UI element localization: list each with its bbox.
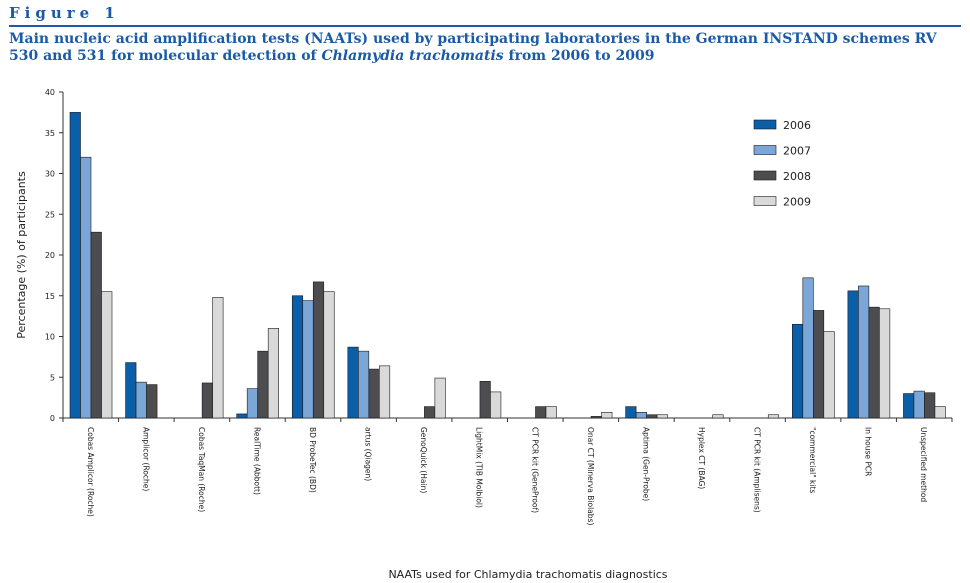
x-category-label: artus (Qiagen) (364, 427, 373, 481)
bar-2009 (490, 391, 502, 419)
bar-2006 (903, 393, 915, 419)
x-category-label: CT PCR kit (Amplisens) (753, 427, 762, 513)
y-axis-label: Percentage (%) of participants (15, 171, 28, 339)
bar-2008 (368, 368, 380, 419)
x-category-label: Unspecified method (919, 427, 928, 502)
bar-2006 (236, 413, 248, 419)
bar-2009 (823, 331, 835, 419)
x-category-label: RealTime (Abbott) (252, 427, 261, 495)
bar-2009 (934, 406, 946, 419)
bar-2006 (125, 362, 137, 419)
x-category-label: "commercial" kits (808, 427, 817, 493)
bar-2009 (879, 308, 891, 419)
x-category-label: CT PCR kit (GeneProof) (530, 427, 539, 513)
bar-2008 (924, 392, 936, 419)
bar-2009 (379, 365, 391, 419)
bar-2006 (69, 112, 81, 419)
bar-2007 (802, 277, 814, 419)
bar-2008 (201, 382, 213, 419)
y-tick-label: 30 (45, 170, 55, 179)
bar-2007 (135, 381, 147, 419)
y-tick-label: 35 (45, 129, 55, 138)
bar-2009 (545, 406, 557, 419)
y-tick-label: 10 (45, 333, 55, 342)
legend-swatch-2008 (753, 170, 777, 181)
y-tick-label: 40 (45, 88, 55, 97)
x-category-label: Hyplex CT (BAG) (697, 427, 706, 489)
bar-2008 (646, 414, 658, 419)
x-category-label: GenoQuick (Hain) (419, 427, 428, 493)
bar-2009 (656, 414, 668, 419)
bar-2007 (80, 156, 92, 419)
legend-swatch-2007 (753, 145, 777, 155)
bar-2009 (101, 291, 113, 419)
x-category-label: BD ProbeTec (BD) (308, 427, 317, 493)
figure-title: Main nucleic acid amplification tests (N… (9, 31, 959, 65)
bar-2006 (792, 323, 804, 419)
bar-2009 (434, 377, 446, 419)
legend-label-2007: 2007 (783, 145, 811, 158)
y-tick-label: 20 (45, 251, 55, 260)
bar-2007 (358, 350, 370, 419)
bar-2008 (868, 306, 880, 419)
bar-2008 (257, 350, 269, 419)
bar-2008 (535, 406, 547, 419)
bar-2009 (767, 414, 780, 419)
bar-2009 (601, 411, 613, 419)
bar-2008 (479, 381, 491, 419)
y-tick-label: 0 (50, 414, 55, 423)
legend-swatch-2009 (753, 196, 777, 206)
bar-2009 (323, 291, 335, 419)
bar-2008 (146, 384, 158, 419)
x-category-label: Cobas Amplicor (Roche) (86, 427, 95, 517)
bar-2007 (913, 390, 925, 419)
bar-2009 (267, 328, 279, 419)
bar-2008 (90, 231, 102, 419)
x-axis-label: NAATs used for Chlamydia trachomatis dia… (388, 568, 667, 581)
bar-2007 (858, 285, 870, 419)
y-tick-label: 5 (50, 373, 55, 382)
bar-2008 (813, 310, 825, 419)
bar-2009 (712, 414, 724, 419)
y-tick-label: 15 (45, 292, 55, 301)
bar-2006 (347, 346, 359, 419)
legend-label-2008: 2008 (783, 170, 811, 183)
x-category-label: In house PCR (864, 427, 873, 476)
legend-label-2009: 2009 (783, 196, 811, 209)
x-category-label: LightMix (TIB Molbiol) (475, 427, 484, 508)
x-category-label: Cobas TaqMan (Roche) (197, 427, 206, 512)
bar-2006 (291, 295, 304, 419)
bar-2006 (847, 290, 859, 419)
figure-label: Figure 1 (9, 4, 120, 22)
x-category-label: Amplicor (Roche) (141, 427, 150, 491)
title-text-italic: Chlamydia trachomatis (321, 48, 504, 64)
title-text-2: from 2006 to 2009 (503, 48, 655, 64)
x-category-label: Aptima (Gen-Probe) (641, 427, 650, 501)
y-tick-label: 25 (45, 210, 55, 219)
bar-2008 (312, 281, 325, 419)
bar-2007 (635, 411, 647, 419)
title-text-1: Main nucleic acid amplification tests (N… (9, 31, 937, 64)
bar-2009 (212, 297, 224, 419)
x-category-label: Onar CT (Minerva Biolabs) (586, 427, 595, 525)
legend-label-2006: 2006 (783, 119, 811, 132)
header-rule (9, 25, 961, 27)
bar-2006 (625, 406, 637, 419)
bar-2007 (302, 300, 314, 419)
bar-2008 (590, 416, 602, 419)
bar-2008 (424, 406, 436, 419)
bar-2007 (246, 388, 258, 419)
legend-swatch-2006 (753, 119, 777, 130)
